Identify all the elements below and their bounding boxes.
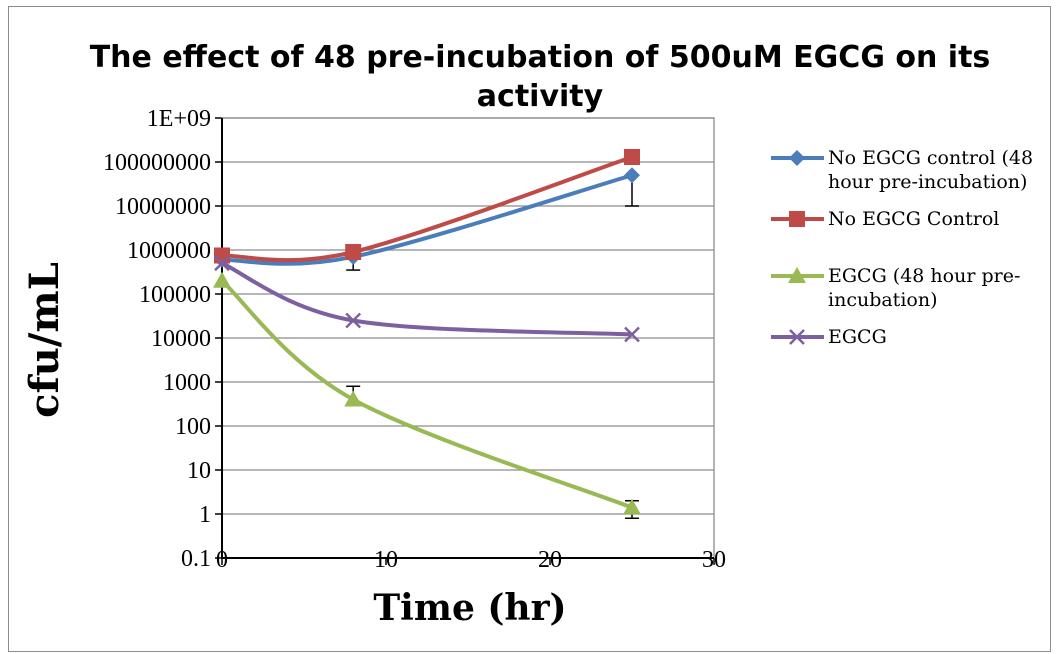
y-tick-label: 10 bbox=[187, 458, 211, 484]
y-tick-label: 1000 bbox=[163, 370, 211, 396]
triangle-marker bbox=[623, 498, 641, 515]
legend-item-1: No EGCG Control bbox=[771, 208, 999, 230]
x-marker bbox=[624, 326, 640, 343]
square-marker bbox=[214, 247, 230, 264]
legend-label: No EGCG Control bbox=[828, 208, 999, 230]
legend-label: EGCG (48 hour pre- bbox=[828, 265, 1020, 287]
gridlines bbox=[222, 117, 714, 515]
y-tick-label: 100000000 bbox=[103, 150, 211, 176]
series-0 bbox=[214, 167, 640, 271]
y-tick-label: 1 bbox=[199, 502, 211, 528]
y-axis-label: cfu/mL bbox=[21, 262, 68, 418]
series-line bbox=[220, 173, 634, 266]
legend-label: No EGCG control (48 bbox=[828, 147, 1033, 169]
series-line bbox=[220, 154, 634, 263]
diamond-marker bbox=[624, 167, 640, 184]
y-tick-labels: 1E+0910000000010000000100000010000010000… bbox=[103, 106, 211, 572]
diamond-marker bbox=[789, 150, 805, 166]
legend-item-2: EGCG (48 hour pre-incubation) bbox=[771, 265, 1020, 311]
y-tick-label: 100000 bbox=[139, 282, 211, 308]
data-series bbox=[213, 148, 641, 520]
x-marker bbox=[789, 329, 805, 345]
x-marker bbox=[214, 255, 230, 272]
x-tick-labels: 0 10 20 30 bbox=[216, 547, 726, 573]
series-3 bbox=[214, 255, 640, 343]
legend-label: incubation) bbox=[828, 289, 937, 311]
square-marker bbox=[789, 211, 805, 227]
series-line bbox=[220, 278, 634, 510]
series-line bbox=[220, 261, 634, 337]
chart-title-line-1: The effect of 48 pre-incubation of 500uM… bbox=[90, 40, 991, 75]
y-tick-label: 100 bbox=[175, 414, 211, 440]
y-tick-label: 10000000 bbox=[115, 194, 211, 220]
triangle-marker bbox=[213, 271, 231, 288]
x-tick-label: 0 bbox=[216, 547, 228, 573]
triangle-marker bbox=[344, 390, 363, 407]
series-2 bbox=[213, 271, 641, 520]
y-tick-label: 10000 bbox=[151, 326, 211, 352]
legend-label: hour pre-incubation) bbox=[828, 171, 1027, 193]
chart-title-line-2: activity bbox=[477, 79, 604, 114]
triangle-marker bbox=[788, 267, 806, 283]
square-marker bbox=[345, 244, 362, 261]
x-tick-label: 20 bbox=[538, 547, 562, 573]
x-tick-label: 30 bbox=[702, 547, 726, 573]
square-marker bbox=[624, 148, 640, 165]
legend-item-3: EGCG bbox=[771, 326, 887, 348]
x-tick-label: 10 bbox=[374, 547, 398, 573]
x-marker bbox=[345, 312, 362, 329]
plot-axes bbox=[215, 117, 715, 565]
chart-frame bbox=[8, 6, 1051, 652]
y-tick-label: 1000000 bbox=[127, 238, 211, 264]
y-tick-label: 1E+09 bbox=[147, 106, 211, 132]
x-axis-label: Time (hr) bbox=[373, 587, 566, 629]
legend-label: EGCG bbox=[828, 326, 887, 348]
y-tick-label: 0.1 bbox=[181, 546, 211, 572]
